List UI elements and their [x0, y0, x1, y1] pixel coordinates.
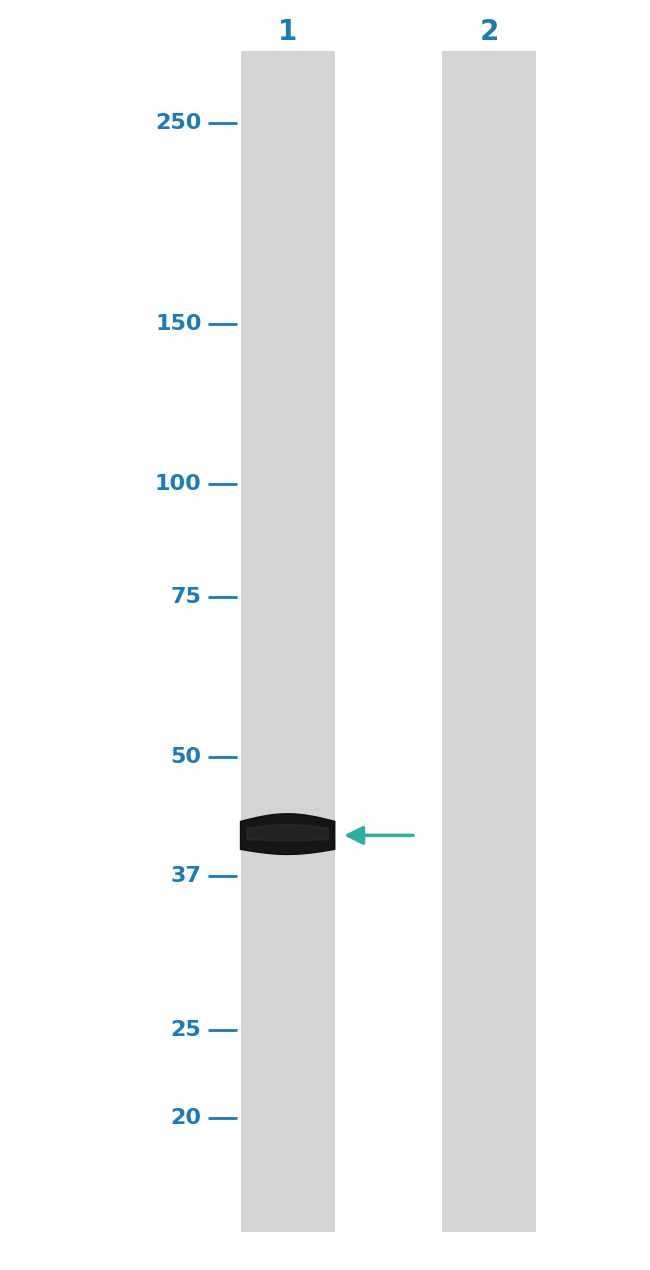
Text: 100: 100 [155, 474, 202, 494]
Text: 250: 250 [155, 113, 202, 132]
Text: 20: 20 [170, 1109, 202, 1128]
FancyBboxPatch shape [442, 51, 536, 1232]
Text: 37: 37 [170, 866, 202, 886]
Text: 75: 75 [170, 587, 202, 607]
Text: 50: 50 [170, 747, 202, 767]
Text: 150: 150 [155, 314, 202, 334]
Text: 2: 2 [480, 18, 499, 46]
Polygon shape [247, 824, 328, 841]
Text: 25: 25 [171, 1020, 202, 1040]
Polygon shape [240, 814, 335, 855]
Text: 1: 1 [278, 18, 297, 46]
FancyBboxPatch shape [240, 51, 335, 1232]
